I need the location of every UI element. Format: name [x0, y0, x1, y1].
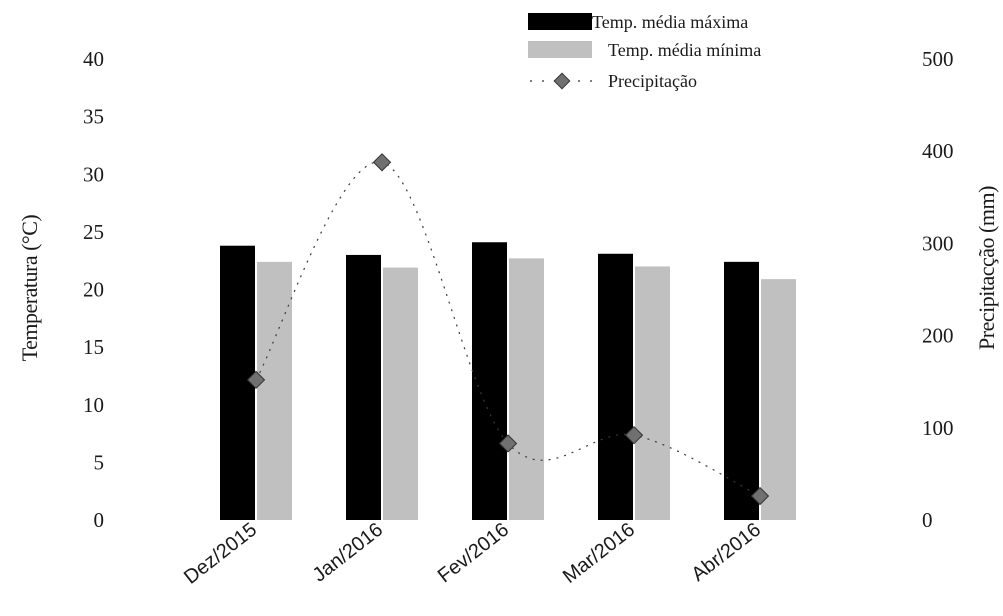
left-y-tick-label: 35: [83, 105, 104, 129]
precipitation-points-layer: [246, 153, 770, 506]
x-tick-label: Jan/2016: [309, 519, 387, 587]
precipitation-point-0: [246, 370, 266, 390]
right-y-tick-label: 400: [922, 139, 954, 163]
left-y-axis-ticks: 0 5 10 15 20 25 30 35 40: [83, 47, 104, 532]
precipitation-point-2: [498, 434, 518, 453]
left-y-tick-label: 10: [83, 393, 104, 417]
right-y-tick-label: 0: [922, 508, 933, 532]
precipitation-point-3: [624, 425, 644, 445]
bar-temp-max-4: [724, 261, 759, 520]
precipitation-line: [255, 161, 761, 497]
bar-temp-min-0: [257, 261, 292, 520]
legend-swatch-precip-marker: [553, 72, 571, 90]
legend: Temp. média máxima Temp. média mínima Pr…: [528, 12, 761, 91]
bar-temp-max-1: [346, 254, 381, 521]
x-tick-label: Abr/2016: [688, 519, 766, 586]
bar-temp-max-0: [220, 245, 255, 520]
x-tick-label: Mar/2016: [559, 519, 639, 588]
left-y-tick-label: 20: [83, 278, 104, 302]
right-y-axis-title: Precipitacção (mm): [974, 186, 999, 350]
left-y-tick-label: 15: [83, 335, 104, 359]
right-y-axis-ticks: 0 100 200 300 400 500: [922, 47, 954, 532]
bar-temp-min-4: [761, 279, 796, 520]
legend-swatch-max: [528, 13, 592, 30]
bar-temp-max-3: [598, 253, 633, 520]
legend-label-max: Temp. média máxima: [592, 12, 748, 32]
right-y-tick-label: 500: [922, 47, 954, 71]
right-y-tick-label: 200: [922, 324, 954, 348]
left-y-axis-title: Temperatura (°C): [17, 215, 42, 362]
left-y-tick-label: 40: [83, 47, 104, 71]
bar-temp-min-1: [383, 267, 418, 520]
bars-layer: [220, 242, 796, 521]
bar-temp-max-2: [472, 242, 507, 520]
legend-swatch-min: [528, 41, 592, 58]
x-tick-label: Fev/2016: [434, 519, 513, 588]
legend-label-min: Temp. média mínima: [608, 40, 761, 60]
left-y-tick-label: 30: [83, 162, 104, 186]
precipitation-point-1: [372, 153, 392, 172]
precipitation-line-layer: [255, 161, 761, 497]
precipitation-point-4: [750, 486, 770, 506]
right-y-tick-label: 100: [922, 416, 954, 440]
left-y-tick-label: 25: [83, 220, 104, 244]
left-y-tick-label: 5: [94, 450, 105, 474]
bar-temp-min-3: [635, 266, 670, 520]
right-y-tick-label: 300: [922, 231, 954, 255]
x-tick-label: Dez/2015: [180, 519, 261, 589]
x-axis-ticks: Dez/2015 Jan/2016 Fev/2016 Mar/2016 Abr/2016: [180, 519, 765, 589]
left-y-tick-label: 0: [94, 508, 105, 532]
bar-temp-min-2: [509, 258, 544, 520]
legend-label-precip: Precipitação: [608, 71, 697, 91]
